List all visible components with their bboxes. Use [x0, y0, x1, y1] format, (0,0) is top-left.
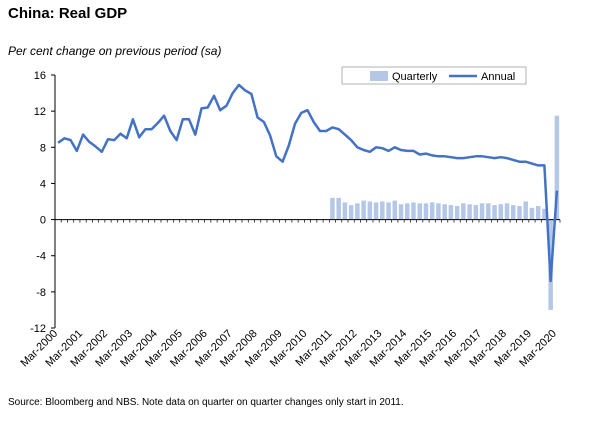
y-tick-label: 12: [34, 106, 46, 118]
quarterly-bar: [442, 204, 447, 220]
source-note: Source: Bloomberg and NBS. Note data on …: [8, 397, 404, 408]
quarterly-bar: [467, 204, 472, 220]
quarterly-bar: [486, 203, 491, 220]
quarterly-bar: [342, 202, 348, 220]
legend: Quarterly Annual: [341, 66, 527, 85]
y-tick-label: 0: [40, 215, 46, 227]
quarterly-bar: [529, 207, 535, 220]
chart-subtitle: Per cent change on previous period (sa): [8, 44, 222, 58]
quarterly-bar: [405, 203, 410, 220]
quarterly-bar: [517, 206, 522, 220]
quarterly-bar: [554, 115, 560, 220]
annual-series-line: [57, 83, 559, 283]
quarterly-bar: [348, 205, 354, 220]
quarterly-bar: [423, 203, 429, 220]
quarterly-bar: [336, 197, 341, 220]
quarterly-bar: [392, 200, 398, 220]
quarterly-bar: [492, 205, 497, 220]
quarterly-bar: [542, 208, 547, 220]
quarterly-bar: [504, 203, 510, 220]
axes: -12-8-40481216Mar-2000Mar-2001Mar-2002Ma…: [18, 70, 561, 369]
y-tick-label: -8: [36, 287, 46, 299]
quarterly-bar: [498, 204, 504, 220]
quarterly-bar: [398, 204, 404, 220]
quarterly-bar: [380, 201, 385, 220]
quarterly-bar: [386, 202, 391, 220]
quarterly-bar: [461, 203, 466, 220]
legend-label-annual: Annual: [481, 71, 515, 83]
quarterly-bar: [367, 201, 373, 220]
quarterly-bars: [330, 115, 560, 310]
y-tick-label: -4: [36, 251, 46, 263]
y-tick-label: 16: [34, 70, 46, 82]
chart-title: China: Real GDP: [8, 5, 128, 22]
y-tick-label: -12: [30, 323, 46, 335]
quarterly-bar: [361, 200, 366, 220]
quarterly-bar: [373, 202, 379, 220]
quarterly-bar: [454, 206, 460, 220]
quarterly-bar: [448, 205, 454, 220]
quarterly-bar: [479, 203, 485, 220]
quarterly-bar: [535, 206, 541, 220]
quarterly-bar: [429, 202, 435, 220]
legend-label-quarterly: Quarterly: [392, 71, 438, 83]
quarterly-bar: [330, 197, 335, 220]
quarterly-bar: [355, 203, 360, 220]
quarterly-bar: [417, 203, 422, 220]
chart-svg: -12-8-40481216Mar-2000Mar-2001Mar-2002Ma…: [18, 66, 561, 369]
quarterly-bar: [523, 201, 528, 220]
quarterly-bar: [510, 205, 516, 220]
quarterly-bar: [411, 202, 416, 220]
quarterly-bar: [436, 203, 441, 220]
y-tick-label: 8: [40, 142, 46, 154]
quarterly-bar: [473, 205, 479, 220]
annual-line: [57, 83, 559, 283]
legend-swatch-quarterly: [370, 71, 388, 81]
y-tick-label: 4: [40, 178, 46, 190]
